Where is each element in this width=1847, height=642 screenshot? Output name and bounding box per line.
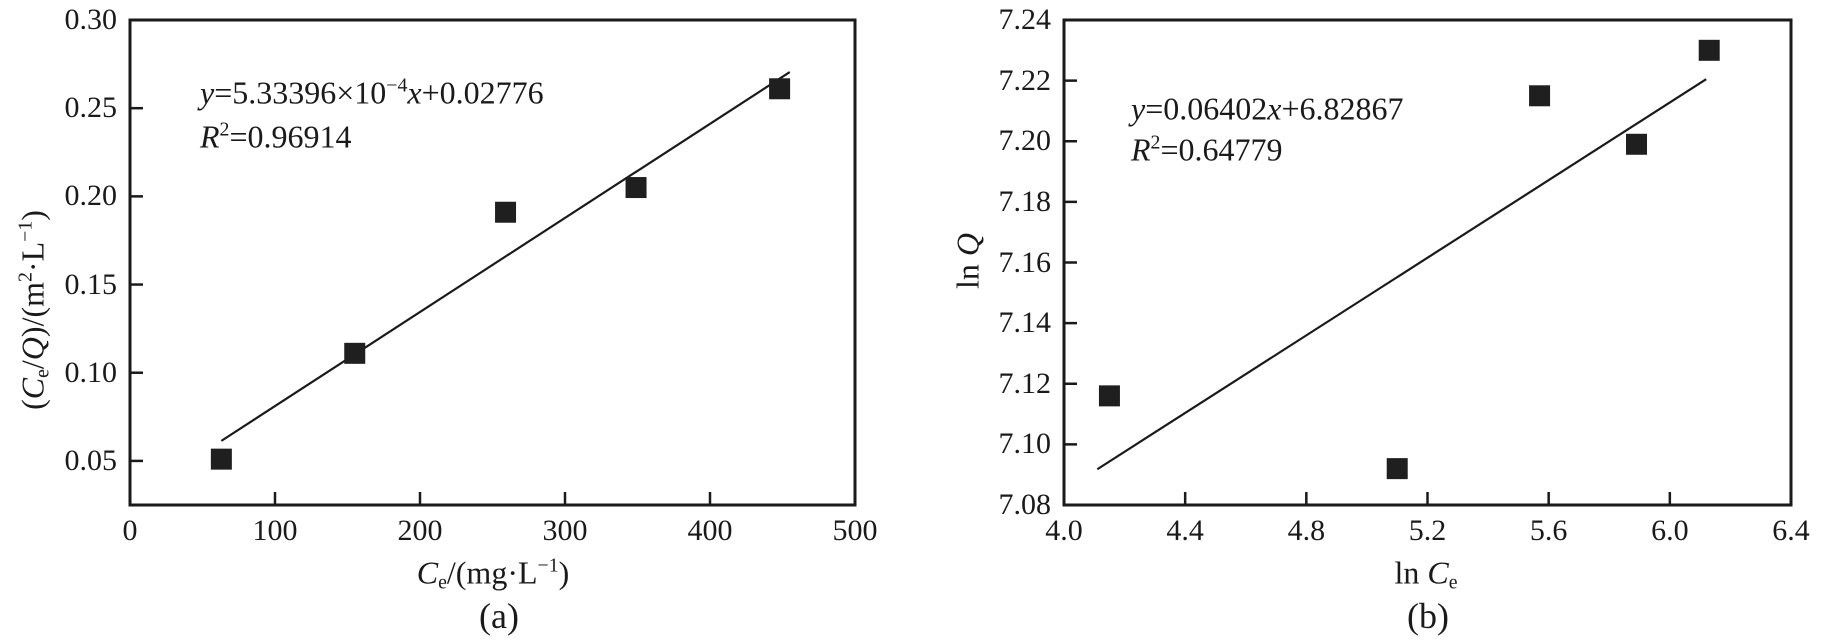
y-tick-label: 7.14 (998, 305, 1052, 339)
label-segment: =5.33396×10 (214, 74, 387, 111)
label-segment: y (200, 74, 215, 111)
x-tick-label: 4.8 (1287, 514, 1326, 547)
plot-a-r-squared: R2=0.96914 (200, 119, 352, 156)
label-segment: ) (558, 554, 570, 591)
x-tick-label: 100 (252, 514, 298, 547)
label-segment: R (200, 118, 220, 155)
y-tick-label: 0.05 (64, 443, 118, 477)
label-segment: C (416, 554, 439, 591)
y-tick-label: 0.15 (64, 267, 118, 301)
data-point (210, 448, 232, 470)
data-point (1529, 85, 1551, 107)
data-point (1698, 39, 1720, 61)
y-tick-label: 7.12 (998, 366, 1052, 400)
plot-frame-a (128, 18, 857, 507)
x-tick-label: 200 (397, 514, 443, 547)
plot-b-r-squared: R2=0.64779 (1131, 132, 1283, 169)
fit-line-b (1096, 78, 1707, 471)
label-segment: C (1427, 554, 1449, 591)
label-segment: e (1448, 571, 1458, 594)
data-point (769, 78, 791, 100)
y-tick-label: 7.22 (998, 63, 1052, 97)
data-point (625, 177, 647, 199)
data-point (495, 201, 517, 223)
plot-b-x-axis-label: ln Ce (1394, 554, 1458, 594)
label-segment: +6.82867 (1281, 90, 1404, 127)
y-tick-label: 7.16 (998, 245, 1052, 279)
label-segment: −1 (537, 554, 559, 577)
x-tick-label: 4.4 (1166, 514, 1204, 547)
y-tick-label: 7.24 (998, 2, 1052, 36)
label-segment: =0.96914 (229, 118, 352, 155)
plot-a-x-axis-label: Ce/(mg·L−1) (416, 554, 570, 594)
y-tick-label: 7.08 (998, 487, 1052, 521)
panel-a-caption: (a) (479, 596, 519, 636)
label-segment: +0.02776 (421, 74, 544, 111)
x-tick-label: 6.0 (1651, 514, 1689, 547)
x-tick-label: 400 (687, 514, 733, 547)
data-point (1386, 458, 1408, 480)
y-tick-label: 0.30 (64, 2, 118, 36)
label-segment: /(mg·L (446, 554, 538, 591)
y-tick-label: 7.10 (998, 427, 1052, 461)
x-tick-label: 500 (832, 514, 878, 547)
plot-frame-b (1062, 18, 1793, 507)
label-segment: 2 (219, 118, 230, 141)
data-point (1098, 385, 1120, 407)
y-tick-label: 0.20 (64, 179, 118, 213)
y-tick-label: 7.18 (998, 184, 1052, 218)
label-segment: y (1131, 90, 1146, 127)
x-tick-label: 300 (542, 514, 588, 547)
x-tick-label: 5.6 (1529, 514, 1568, 547)
data-point (344, 342, 366, 364)
label-segment: x (407, 74, 422, 111)
y-tick-label: 7.20 (998, 124, 1052, 158)
x-tick-label: 0 (122, 514, 138, 547)
y-tick-label: 0.25 (64, 91, 118, 125)
plot-a-fit-equation: y=5.33396×10−4x+0.02776 (200, 75, 544, 112)
label-segment: e (438, 571, 447, 594)
panel-b-caption: (b) (1407, 596, 1449, 636)
plot-b-fit-equation: y=0.06402x+6.82867 (1131, 91, 1404, 128)
label-segment: R (1131, 131, 1151, 168)
x-tick-label: 5.2 (1408, 514, 1447, 547)
label-segment: =0.64779 (1160, 131, 1283, 168)
label-segment: x (1267, 90, 1282, 127)
data-point (1626, 133, 1648, 155)
x-tick-label: 4.0 (1045, 514, 1083, 547)
x-tick-label: 6.4 (1772, 514, 1810, 547)
label-segment: =0.06402 (1145, 90, 1268, 127)
y-tick-label: 0.10 (64, 355, 118, 389)
label-segment: ln (1394, 554, 1428, 591)
label-segment: 2 (1150, 131, 1161, 154)
fit-line-a (220, 71, 791, 442)
label-segment: −4 (386, 74, 408, 97)
